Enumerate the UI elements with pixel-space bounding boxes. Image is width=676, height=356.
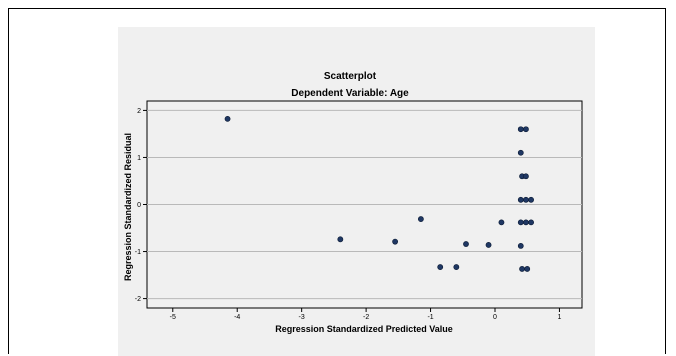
data-point [519,266,525,272]
y-tick-label: -2 [135,296,141,303]
data-point [523,196,529,203]
data-point [523,219,529,226]
y-tick-label: 2 [137,108,141,115]
x-tick-label: -2 [363,314,369,321]
data-point [437,264,444,270]
data-point [224,115,231,122]
y-axis-ticks: -2 -1 0 1 2 [135,108,147,303]
x-tick-label: -5 [170,314,176,321]
y-tick-label: -1 [135,249,141,256]
y-axis-label: Regression Standardized Residual [123,133,133,281]
x-tick-label: 0 [493,314,497,321]
data-point [498,219,505,226]
data-point [523,126,529,133]
data-point [528,196,534,203]
data-point [392,238,399,245]
data-point [453,264,460,270]
chart-title: Scatterplot [324,71,377,82]
data-point [517,149,524,156]
data-point [417,216,424,222]
data-point [485,242,492,248]
x-axis-ticks: -5 -4 -3 -2 -1 0 1 [170,308,561,321]
data-point [528,219,534,226]
y-tick-label: 0 [137,202,141,209]
output-frame [8,8,666,354]
x-tick-label: -1 [427,314,433,321]
data-point [463,241,469,247]
data-point [517,242,524,249]
x-axis-label: Regression Standardized Predicted Value [275,324,453,334]
y-tick-label: 1 [137,155,141,162]
x-tick-label: -4 [234,314,240,321]
data-point [524,266,531,272]
x-tick-label: 1 [557,314,561,321]
data-point [523,173,529,180]
data-point [517,219,524,226]
data-point [517,196,524,203]
chart-subtitle: Dependent Variable: Age [291,88,409,99]
data-point [517,126,524,133]
data-points [224,115,534,272]
x-tick-label: -3 [299,314,305,321]
gridlines [147,109,582,300]
chart-panel [118,27,595,356]
data-point [337,236,344,243]
